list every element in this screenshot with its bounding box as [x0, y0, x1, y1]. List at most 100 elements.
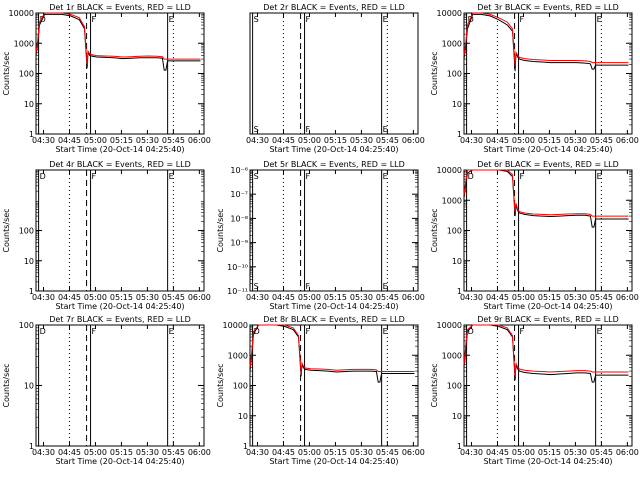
marker-label: F	[306, 15, 311, 24]
x-tick-label: 04:30	[246, 448, 269, 457]
y-tick-label: 10000	[223, 321, 248, 330]
y-axis-label: Counts/sec	[216, 208, 225, 252]
x-tick-label: 05:45	[162, 448, 185, 457]
series-lld	[249, 324, 415, 374]
y-tick-label: 10000	[9, 9, 34, 18]
x-tick-label: 04:45	[486, 448, 509, 457]
x-tick-label: 06:00	[616, 293, 639, 302]
y-axis-label: Counts/sec	[430, 208, 439, 252]
x-tick-label: 04:45	[58, 293, 81, 302]
x-tick-label: 05:30	[564, 293, 587, 302]
x-tick-label: 06:00	[616, 136, 639, 145]
panel-det-6: Det 6r BLACK = Events, RED = LLD Counts/s…	[430, 160, 639, 311]
series-events	[463, 324, 629, 383]
x-tick-label: 05:15	[324, 448, 347, 457]
x-tick-label: 05:00	[84, 448, 107, 457]
y-tick-label: 1	[457, 130, 462, 139]
marker-label: E	[169, 172, 174, 181]
x-tick-label: 05:45	[590, 448, 613, 457]
x-tick-label: 05:15	[538, 136, 561, 145]
x-tick-label: 05:45	[590, 136, 613, 145]
panel-title: Det 6r BLACK = Events, RED = LLD	[477, 160, 619, 169]
plot-frame	[249, 324, 419, 447]
panel-det-9: Det 9r BLACK = Events, RED = LLD Counts/s…	[430, 315, 639, 466]
x-axis-label: Start Time (20-Oct-14 04:25:40)	[55, 145, 184, 154]
panel-det-2: Det 2r BLACK = Events, RED = LLD Start Ti…	[246, 3, 425, 154]
x-tick-label: 06:00	[188, 448, 211, 457]
y-tick-label: 100	[19, 227, 34, 236]
plot-frame	[463, 12, 633, 135]
x-tick-label: 04:30	[246, 293, 269, 302]
plot-frame	[249, 169, 419, 292]
y-tick-label: 1000	[442, 39, 462, 48]
y-axis-label: Counts/sec	[216, 363, 225, 407]
panel-title: Det 7r BLACK = Events, RED = LLD	[49, 315, 191, 324]
x-tick-label: 05:45	[376, 136, 399, 145]
panel-det-8: Det 8r BLACK = Events, RED = LLD Counts/s…	[216, 315, 425, 466]
x-tick-label: 04:30	[32, 136, 55, 145]
marker-label: E	[383, 327, 388, 336]
y-axis-label: Counts/sec	[430, 51, 439, 95]
series-events	[249, 324, 415, 383]
x-tick-label: 05:00	[298, 136, 321, 145]
x-tick-label: 05:30	[350, 448, 373, 457]
y-tick-label: 1	[243, 442, 248, 451]
x-tick-label: 06:00	[402, 293, 425, 302]
x-axis-label: Start Time (20-Oct-14 04:25:40)	[483, 457, 612, 466]
x-tick-label: 05:30	[136, 136, 159, 145]
series-lld	[463, 324, 629, 377]
marker-label: E	[169, 327, 174, 336]
panel-title: Det 3r BLACK = Events, RED = LLD	[477, 3, 619, 12]
x-tick-label: 05:15	[324, 293, 347, 302]
x-axis-label: Start Time (20-Oct-14 04:25:40)	[269, 302, 398, 311]
y-tick-label: 10000	[437, 166, 462, 175]
y-tick-label: 1	[29, 442, 34, 451]
panel-title: Det 1r BLACK = Events, RED = LLD	[49, 3, 191, 12]
x-tick-label: 05:30	[136, 448, 159, 457]
x-tick-label: 05:30	[350, 136, 373, 145]
y-tick-label: 10	[452, 100, 462, 109]
plot-frame	[35, 324, 205, 447]
marker-label-bottom: E	[383, 282, 388, 291]
y-tick-label: 10	[238, 412, 248, 421]
panel-det-7: Det 7r BLACK = Events, RED = LLD Counts/s…	[2, 315, 211, 466]
x-tick-label: 05:30	[136, 293, 159, 302]
x-tick-label: 05:00	[84, 293, 107, 302]
y-tick-label: 1000	[14, 39, 34, 48]
plot-frame	[249, 12, 419, 135]
y-tick-label: 1	[29, 130, 34, 139]
x-axis-label: Start Time (20-Oct-14 04:25:40)	[269, 145, 398, 154]
y-tick-label: 10000	[437, 9, 462, 18]
marker-label-bottom: F	[306, 282, 311, 291]
marker-label: E	[597, 327, 602, 336]
y-tick-label: 10	[24, 382, 34, 391]
x-tick-label: 05:45	[376, 448, 399, 457]
x-tick-label: 04:30	[460, 293, 483, 302]
x-tick-label: 05:00	[512, 293, 535, 302]
plot-frame	[35, 12, 205, 135]
x-tick-label: 04:30	[32, 448, 55, 457]
y-tick-label: 10	[24, 257, 34, 266]
marker-label: D	[468, 172, 474, 181]
x-axis-label: Start Time (20-Oct-14 04:25:40)	[55, 302, 184, 311]
marker-label: S	[254, 15, 259, 24]
x-tick-label: 05:00	[84, 136, 107, 145]
y-tick-label: 10⁻¹¹	[227, 287, 248, 296]
marker-label: E	[597, 15, 602, 24]
y-tick-label: 100	[447, 227, 462, 236]
y-axis-label: Counts/sec	[430, 363, 439, 407]
x-tick-label: 05:15	[110, 136, 133, 145]
x-tick-label: 05:00	[512, 136, 535, 145]
series-events	[463, 13, 629, 72]
x-tick-label: 05:15	[110, 448, 133, 457]
y-tick-label: 100	[233, 382, 248, 391]
series-lld	[463, 12, 629, 66]
x-tick-label: 05:45	[376, 293, 399, 302]
marker-label: D	[40, 172, 46, 181]
marker-label: F	[92, 327, 97, 336]
x-tick-label: 04:45	[58, 448, 81, 457]
marker-label: F	[520, 15, 525, 24]
x-axis-label: Start Time (20-Oct-14 04:25:40)	[483, 145, 612, 154]
y-tick-label: 10⁻¹⁰	[227, 263, 248, 272]
